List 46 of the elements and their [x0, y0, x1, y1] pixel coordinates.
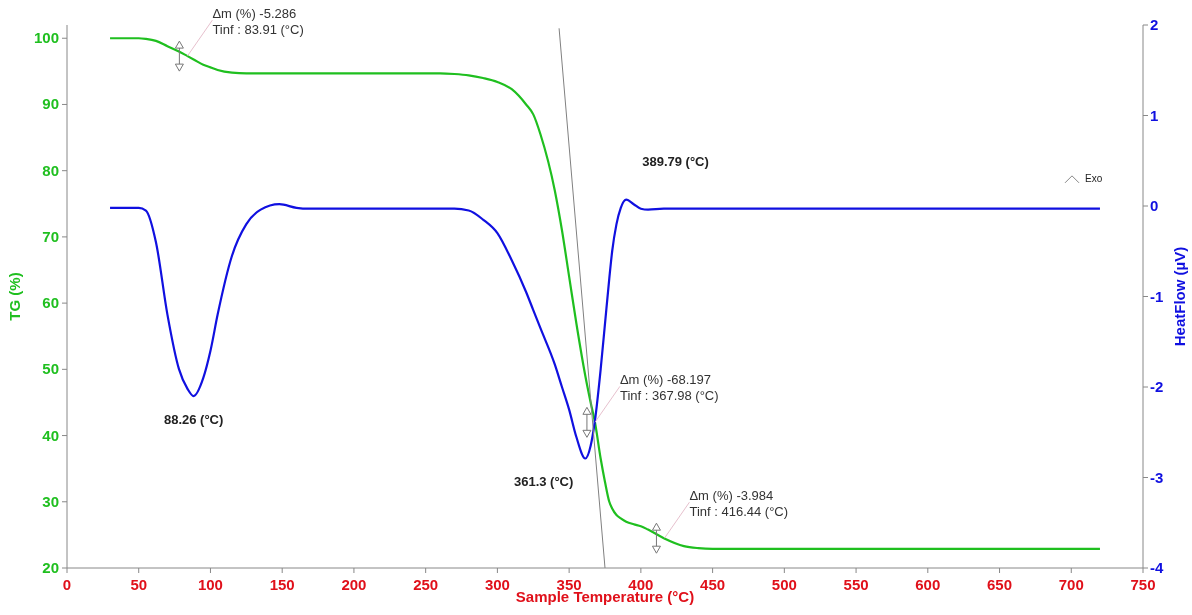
- y-tick-label: 20: [42, 559, 59, 576]
- y-tick-label: 60: [42, 294, 59, 312]
- y-tick-label: 40: [42, 426, 59, 444]
- y-tick-label: 50: [42, 360, 59, 378]
- x-tick-label: 750: [1130, 576, 1156, 593]
- x-tick-label: 200: [341, 576, 367, 593]
- x-tick-label: 100: [197, 576, 223, 593]
- annotation: Δm (%) -3.984: [689, 488, 774, 504]
- annotation: Tinf : 367.98 (°C): [619, 388, 719, 404]
- annotation: Exo: [1085, 172, 1103, 184]
- x-tick-label: 350: [556, 576, 582, 593]
- x-tick-label: 450: [700, 576, 726, 593]
- x-tick-label: 250: [413, 576, 439, 593]
- x-tick-label: 400: [628, 576, 654, 593]
- y-axis-title: TG (%): [6, 272, 23, 321]
- y2-axis-title: HeatFlow (µV): [1171, 246, 1188, 347]
- y-tick-label: 100: [33, 29, 59, 47]
- annotation: Δm (%) -68.197: [619, 372, 711, 388]
- annotation: Δm (%) -5.286: [212, 6, 297, 22]
- x-tick-label: 500: [771, 576, 797, 593]
- y-tick-label: 90: [42, 95, 59, 113]
- x-tick-label: 600: [915, 576, 941, 593]
- x-tick-label: 650: [987, 576, 1013, 593]
- y2-tick-label: -1: [1150, 287, 1164, 305]
- x-tick-label: 150: [269, 576, 295, 593]
- annotation: 361.3 (°C): [513, 474, 574, 490]
- y2-tick-label: 2: [1150, 16, 1159, 33]
- x-tick-label: 50: [130, 576, 148, 593]
- y2-tick-label: -2: [1150, 378, 1164, 395]
- line-series: [108, 37, 1102, 550]
- x-tick-label: 550: [843, 576, 869, 593]
- y2-tick-label: -3: [1150, 468, 1164, 486]
- y-tick-label: 80: [42, 161, 59, 179]
- annotation: 389.79 (°C): [642, 153, 709, 169]
- y-tick-label: 70: [42, 227, 59, 245]
- annotation: 88.26 (°C): [163, 412, 224, 428]
- y-tick-label: 30: [42, 492, 59, 510]
- y2-tick-label: 0: [1150, 197, 1159, 214]
- y2-tick-label: 1: [1150, 106, 1159, 124]
- annotation: Tinf : 83.91 (°C): [212, 22, 304, 38]
- x-tick-label: 700: [1058, 576, 1084, 593]
- x-tick-label: 300: [484, 576, 510, 593]
- y2-tick-label: -4: [1150, 559, 1164, 576]
- annotation: Tinf : 416.44 (°C): [689, 504, 789, 520]
- x-tick-label: 0: [62, 576, 72, 593]
- line-series: [108, 198, 1102, 460]
